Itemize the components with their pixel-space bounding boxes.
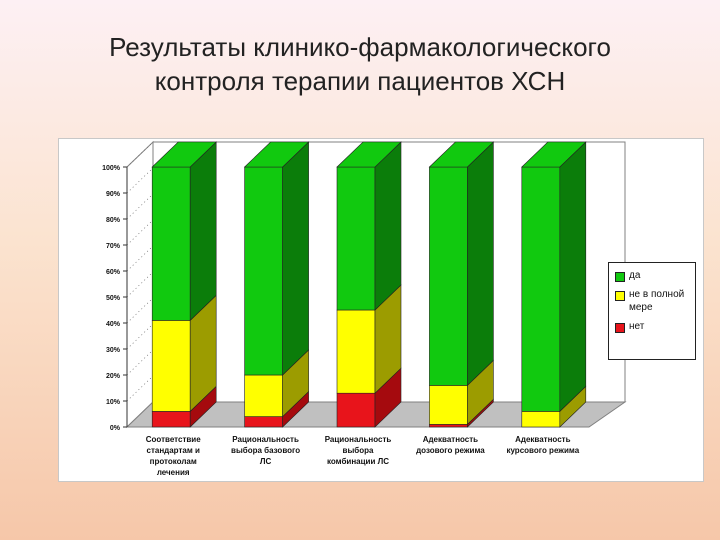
bar-segment-top bbox=[336, 141, 402, 168]
y-tick-label: 10% bbox=[106, 399, 121, 406]
legend-item-net: нет bbox=[615, 320, 691, 333]
title-line-2: контроля терапии пациентов ХСН bbox=[154, 66, 566, 96]
legend-swatch-da bbox=[615, 272, 625, 282]
x-category-label: Соответствие bbox=[146, 435, 201, 444]
stacked-bar-chart: 0% 10% 20% 30% 40% 50% 60% 70% 80% 90% 100% Соответ… bbox=[102, 140, 627, 477]
bar-segment-front bbox=[429, 385, 468, 425]
x-category-label: стандартам и bbox=[147, 446, 200, 455]
x-category-label: дозового режима bbox=[416, 446, 485, 455]
y-tick-label: 60% bbox=[106, 269, 121, 276]
legend-label-partial: не в полной мере bbox=[629, 289, 685, 313]
x-category-label: курсового режима bbox=[506, 446, 579, 455]
legend-label-da: да bbox=[629, 270, 641, 281]
y-tick-label: 20% bbox=[106, 373, 121, 380]
x-category-label: Рациональность bbox=[325, 435, 392, 444]
x-category-label: ЛС bbox=[260, 457, 272, 466]
bar-segment-side bbox=[282, 141, 309, 376]
x-category-label: Адекватность bbox=[423, 435, 478, 444]
bar-segment-front bbox=[244, 166, 283, 376]
y-tick-label: 30% bbox=[106, 347, 121, 354]
legend-swatch-net bbox=[615, 323, 625, 333]
bar-segment-front bbox=[429, 166, 468, 386]
bar-segment-front bbox=[521, 166, 561, 412]
bar-segment-side bbox=[559, 141, 587, 413]
bar-segment-top bbox=[151, 141, 217, 168]
bar-segment-top bbox=[243, 141, 310, 168]
y-tick-label: 50% bbox=[106, 295, 121, 302]
legend-item-da: да bbox=[615, 269, 691, 282]
bar-segment-front bbox=[244, 374, 283, 417]
bar-segment-top bbox=[428, 141, 495, 168]
slide-title: Результаты клинико-фармакологического ко… bbox=[0, 30, 720, 98]
y-tick-label: 80% bbox=[106, 217, 121, 224]
x-category-label: выбора базового bbox=[231, 446, 300, 455]
x-category-label: Рациональность bbox=[232, 435, 299, 444]
legend-item-partial: не в полной мере bbox=[615, 288, 691, 314]
bar-segment-front bbox=[244, 416, 283, 428]
bar-segment-front bbox=[336, 166, 376, 311]
bar-segment-side bbox=[374, 141, 402, 311]
x-category-label: протоколам bbox=[150, 457, 197, 466]
x-category-label: лечения bbox=[157, 468, 190, 477]
x-category-label: Адекватность bbox=[515, 435, 570, 444]
y-tick-label: 0% bbox=[110, 425, 121, 432]
bar-segment-front bbox=[151, 320, 191, 412]
bar-segment-front bbox=[151, 166, 191, 321]
bar-segment-front bbox=[336, 392, 376, 428]
bar-segment-side bbox=[467, 141, 494, 387]
chart-panel: 0% 10% 20% 30% 40% 50% 60% 70% 80% 90% 100% Соответ… bbox=[58, 138, 704, 482]
title-line-1: Результаты клинико-фармакологического bbox=[109, 32, 611, 62]
bar-segment-side bbox=[189, 141, 217, 322]
bar-segment-front bbox=[429, 424, 468, 428]
chart-legend: да не в полной мере нет bbox=[608, 262, 696, 360]
x-category-label: выбора bbox=[343, 446, 374, 455]
x-category-label: комбинации ЛС bbox=[327, 457, 389, 466]
y-tick-label: 40% bbox=[106, 321, 121, 328]
y-tick-label: 100% bbox=[102, 165, 121, 172]
y-tick-label: 90% bbox=[106, 191, 121, 198]
bar-segment-front bbox=[336, 309, 376, 394]
chart-side-wall bbox=[126, 140, 154, 429]
bar-segment-top bbox=[521, 141, 587, 168]
legend-swatch-partial bbox=[615, 291, 625, 301]
bar-segment-front bbox=[521, 411, 561, 428]
bar-segment-front bbox=[151, 411, 191, 428]
y-tick-label: 70% bbox=[106, 243, 121, 250]
legend-label-net: нет bbox=[629, 321, 645, 332]
